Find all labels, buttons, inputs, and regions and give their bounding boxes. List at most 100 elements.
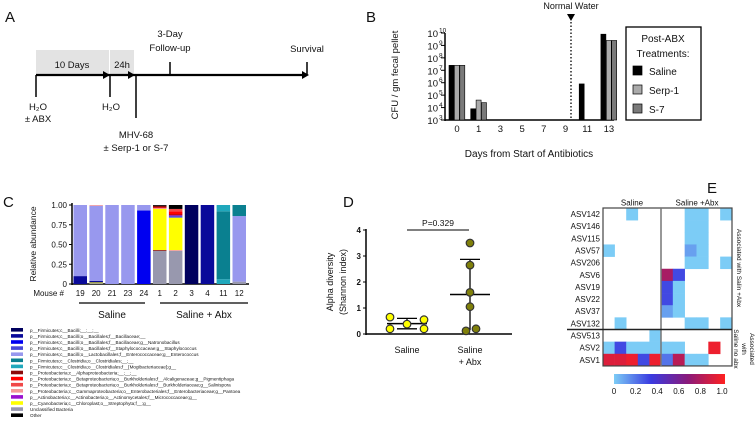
- x-tick-label: 20: [92, 289, 101, 298]
- column-group-label: Saline +Abx: [676, 199, 719, 208]
- data-point: [419, 324, 429, 334]
- panel-label-e: E: [707, 180, 717, 197]
- y-tick-exponent: 10: [439, 27, 447, 34]
- legend-swatch: [632, 103, 643, 114]
- stack-segment: [153, 250, 167, 251]
- data-point: [402, 319, 412, 329]
- stack-segment: [89, 283, 103, 284]
- stack-segment: [168, 205, 183, 209]
- y-tick-label: 10: [427, 29, 438, 40]
- y-tick-exponent: 7: [439, 65, 443, 72]
- heatmap-cell: [626, 353, 639, 367]
- legend-swatch: [11, 395, 23, 399]
- x-tick-label: 3: [498, 124, 503, 135]
- row-group-label: Associated: [748, 333, 755, 365]
- y-axis-label: Alpha diversity: [325, 252, 335, 311]
- heatmap-cell: [684, 220, 697, 233]
- bar-saline-day-0: [448, 65, 455, 121]
- heatmap-cell: [672, 305, 685, 318]
- bar-serp-1-day-1: [475, 99, 482, 121]
- heatmap-cell: [649, 341, 662, 355]
- bar-saline-day-1: [470, 108, 477, 121]
- heatmap-cell: [696, 220, 709, 233]
- y-tick-label: 0.25: [51, 260, 67, 269]
- stack-segment: [73, 205, 87, 277]
- colorbar-tick-label: 0: [612, 387, 617, 396]
- colorbar-tick-label: 0.2: [630, 387, 642, 396]
- legend-label: p__Cyanobacteria;c__Chloroplast;o__Strep…: [30, 401, 151, 406]
- label: Follow-up: [149, 43, 190, 54]
- heatmap-cell: [672, 280, 685, 294]
- legend-label: p__Firmicutes;c__Clostridia;o__Clostridi…: [30, 358, 134, 363]
- x-tick-label: 24: [139, 289, 148, 298]
- x-tick-label: + Abx: [459, 357, 482, 367]
- y-tick-label: 4: [357, 226, 362, 235]
- row-label: ASV115: [571, 234, 600, 243]
- legend-label: p__Firmicutes;c__Bacilli;o__Lactobacilla…: [30, 352, 199, 357]
- stack-segment: [153, 250, 167, 284]
- bar-saline-day-11: [578, 83, 585, 121]
- legend-label: p__Proteobacteria;c__Betaproteobacteria;…: [30, 377, 234, 382]
- stack-segment: [89, 282, 103, 284]
- heatmap-cell: [696, 256, 709, 270]
- x-tick-label: Saline: [457, 345, 482, 355]
- heatmap-cell: [649, 353, 662, 367]
- heatmap-cell: [684, 208, 697, 221]
- legend-label: p__Firmicutes;c__Bacilli;o__Bacillales;f…: [30, 346, 197, 351]
- legend-label: p__Firmicutes;c__Bacilli;o__Bacillales;f…: [30, 334, 146, 339]
- legend-label: Saline: [649, 67, 677, 78]
- legend-swatch: [11, 340, 23, 344]
- x-tick-label: Saline: [394, 345, 419, 355]
- heatmap-cell: [720, 317, 733, 330]
- y-tick-exponent: 8: [439, 52, 443, 59]
- heatmap-cell: [649, 329, 662, 342]
- row-label: ASV2: [580, 344, 601, 353]
- legend-label: Unclassified Bacteria: [30, 407, 73, 412]
- label: H₂O: [102, 102, 120, 113]
- stack-segment: [89, 205, 103, 206]
- colorbar-tick-label: 0.6: [673, 387, 685, 396]
- legend-swatch: [11, 376, 23, 381]
- legend-label: p__Proteobacteria;c__Betaproteobacteria;…: [30, 383, 231, 388]
- row-label: ASV132: [571, 319, 601, 328]
- stack-segment: [232, 205, 246, 217]
- data-point: [465, 302, 475, 312]
- panel-label-c: C: [3, 194, 14, 211]
- legend-swatch: [11, 364, 23, 369]
- stack-segment: [168, 250, 183, 284]
- colorbar-tick-label: 0.8: [695, 387, 707, 396]
- row-label: ASV57: [575, 246, 600, 255]
- data-point: [461, 326, 471, 336]
- legend-swatch: [11, 401, 23, 405]
- row-label: ASV37: [575, 307, 600, 316]
- legend-swatch: [11, 389, 23, 393]
- stack-segment: [153, 207, 167, 209]
- legend-title: Treatments:: [637, 49, 690, 60]
- data-point: [471, 324, 481, 334]
- x-axis-label: Days from Start of Antibiotics: [465, 149, 593, 160]
- y-tick-label: 2: [357, 278, 362, 287]
- y-tick-exponent: 4: [439, 102, 443, 109]
- heatmap-cell: [626, 341, 639, 355]
- heatmap-cell: [661, 280, 674, 294]
- legend-label: S-7: [649, 105, 665, 116]
- legend-swatch: [11, 370, 23, 375]
- y-tick-label: 0: [63, 280, 68, 289]
- heatmap-cell: [614, 353, 627, 367]
- label: ± Serp-1 or S-7: [104, 143, 169, 154]
- row-group-label: with: [740, 342, 747, 355]
- heatmap-cell: [696, 208, 709, 221]
- y-tick-label: 10: [427, 54, 438, 65]
- legend-label: p__Actinobacteria;c__Actinobacteria;o__A…: [30, 395, 197, 400]
- legend-label: p__Firmicutes;c__Bacilli;o__Bacillales;f…: [30, 340, 180, 345]
- y-tick-label: 1: [357, 304, 362, 313]
- heatmap-cell: [696, 317, 709, 330]
- heatmap-cell: [684, 317, 697, 330]
- data-point: [465, 238, 475, 248]
- heatmap-cell: [603, 353, 615, 367]
- x-tick-label: 5: [519, 124, 524, 135]
- data-point: [385, 324, 395, 334]
- x-prefix: Mouse #: [33, 289, 64, 298]
- heatmap-frame: [602, 207, 733, 367]
